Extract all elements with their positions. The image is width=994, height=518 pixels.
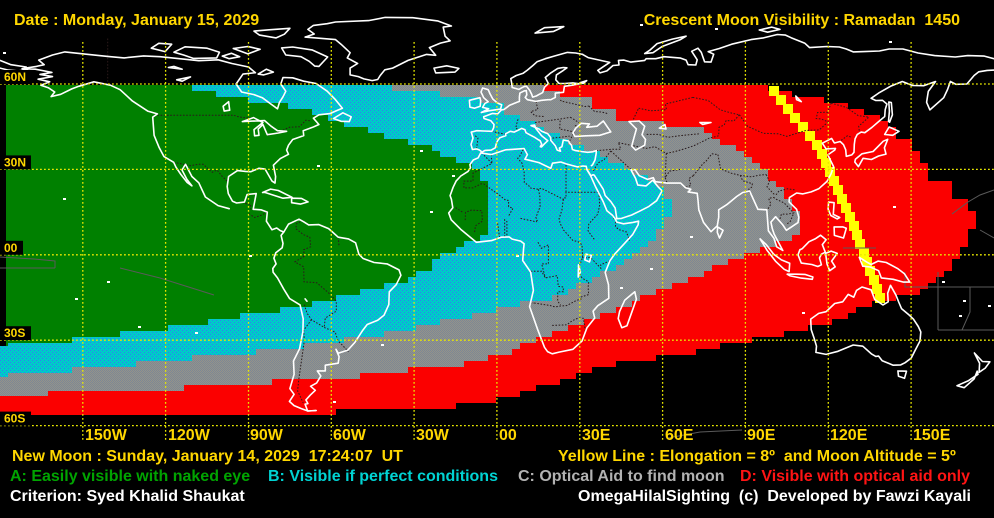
svg-text:A: Easily visible with naked e: A: Easily visible with naked eye	[10, 468, 250, 485]
svg-text:D: Visible with optical aid on: D: Visible with optical aid only	[740, 468, 970, 485]
svg-text:Criterion: Syed Khalid Shaukat: Criterion: Syed Khalid Shaukat	[10, 488, 245, 505]
svg-text:30N: 30N	[4, 155, 26, 169]
svg-text:00: 00	[499, 427, 517, 444]
svg-text:Crescent Moon Visibility : Ram: Crescent Moon Visibility : Ramadan 1450	[644, 12, 960, 29]
svg-text:30S: 30S	[4, 326, 25, 340]
svg-text:150E: 150E	[913, 427, 951, 444]
svg-text:Yellow Line : Elongation = 8º: Yellow Line : Elongation = 8º and Moon A…	[558, 448, 956, 465]
svg-text:30E: 30E	[582, 427, 611, 444]
svg-text:60N: 60N	[4, 70, 26, 84]
svg-text:60W: 60W	[333, 427, 367, 444]
svg-text:C: Optical Aid to find moon: C: Optical Aid to find moon	[518, 468, 725, 485]
svg-text:B: Visible if perfect conditio: B: Visible if perfect conditions	[268, 468, 498, 485]
svg-text:30W: 30W	[416, 427, 450, 444]
svg-text:90W: 90W	[250, 427, 284, 444]
svg-text:60S: 60S	[4, 412, 25, 426]
svg-text:Date : Monday, January 15, 202: Date : Monday, January 15, 2029	[14, 12, 259, 29]
svg-text:150W: 150W	[85, 427, 128, 444]
svg-text:120W: 120W	[168, 427, 211, 444]
svg-text:New Moon : Sunday, January 14,: New Moon : Sunday, January 14, 2029 17:2…	[12, 448, 403, 465]
svg-text:00: 00	[4, 241, 18, 255]
svg-text:90E: 90E	[747, 427, 776, 444]
svg-text:120E: 120E	[830, 427, 868, 444]
svg-text:OmegaHilalSighting (c) Devel: OmegaHilalSighting (c) Developed by Fawz…	[578, 488, 971, 505]
svg-text:60E: 60E	[665, 427, 694, 444]
